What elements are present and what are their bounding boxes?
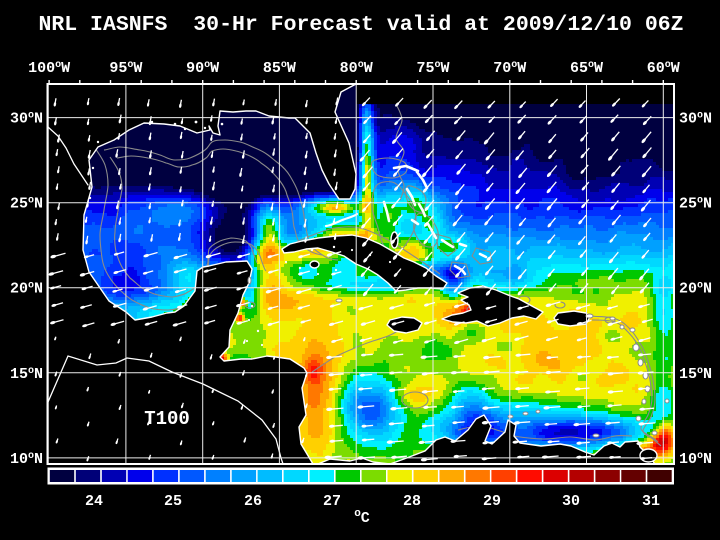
svg-text:24: 24 (85, 493, 103, 510)
svg-text:15oN: 15oN (10, 366, 43, 383)
svg-text:T100: T100 (144, 408, 190, 430)
svg-text:75oW: 75oW (416, 60, 449, 77)
svg-text:100oW: 100oW (28, 60, 70, 77)
svg-text:95oW: 95oW (109, 60, 142, 77)
svg-text:10oN: 10oN (10, 451, 43, 468)
svg-text:20oN: 20oN (679, 281, 712, 298)
svg-text:26: 26 (244, 493, 262, 510)
svg-text:28: 28 (403, 493, 421, 510)
svg-text:65oW: 65oW (570, 60, 603, 77)
svg-text:90oW: 90oW (186, 60, 219, 77)
svg-text:NRL IASNFS 30-Hr Forecast val: NRL IASNFS 30-Hr Forecast valid at 2009/… (38, 13, 683, 37)
svg-text:30oN: 30oN (679, 111, 712, 128)
svg-text:30oN: 30oN (10, 111, 43, 128)
svg-text:29: 29 (483, 493, 501, 510)
svg-text:20oN: 20oN (10, 281, 43, 298)
svg-text:25oN: 25oN (10, 196, 43, 213)
svg-text:25oN: 25oN (679, 196, 712, 213)
svg-text:oC: oC (354, 508, 370, 527)
svg-text:85oW: 85oW (263, 60, 296, 77)
svg-text:80oW: 80oW (340, 60, 373, 77)
svg-text:30: 30 (562, 493, 580, 510)
svg-text:10oN: 10oN (679, 451, 712, 468)
svg-text:25: 25 (164, 493, 182, 510)
svg-text:15oN: 15oN (679, 366, 712, 383)
svg-text:31: 31 (642, 493, 660, 510)
svg-text:70oW: 70oW (493, 60, 526, 77)
svg-text:27: 27 (323, 493, 341, 510)
svg-text:60oW: 60oW (647, 60, 680, 77)
